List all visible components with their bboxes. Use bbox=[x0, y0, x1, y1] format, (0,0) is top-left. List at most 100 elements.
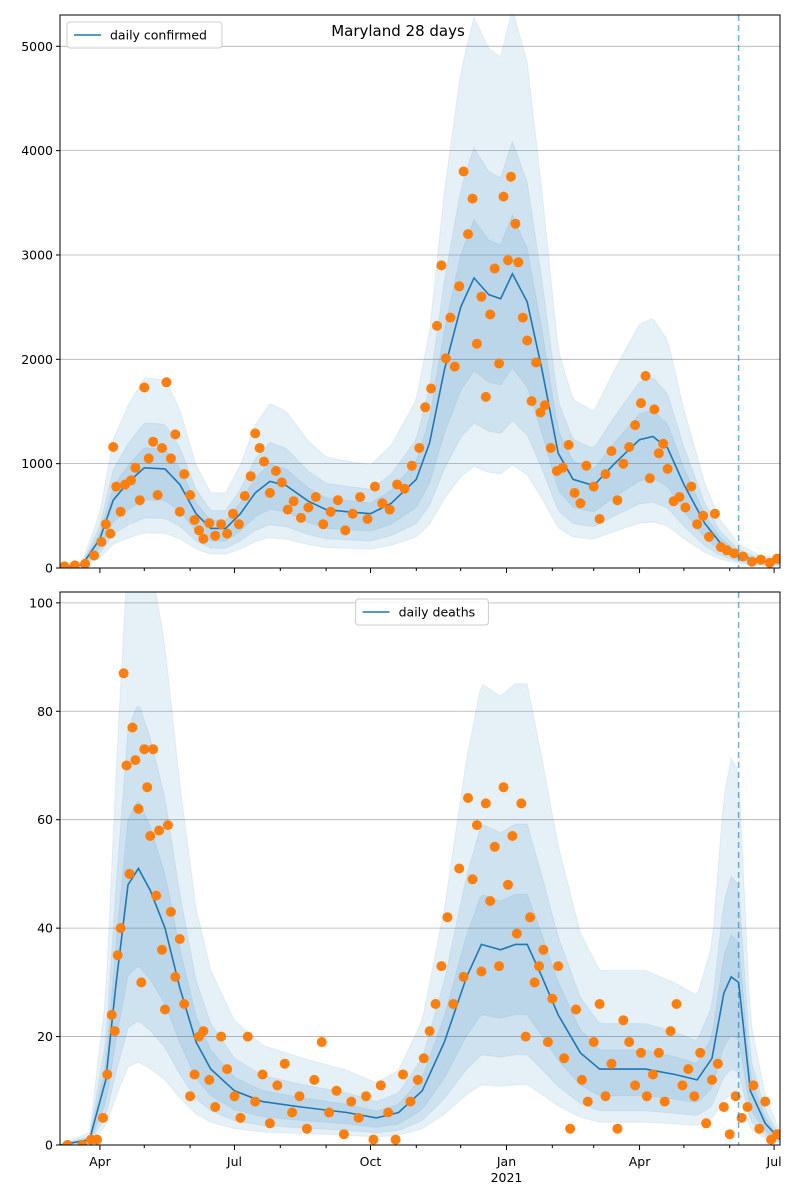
data-point bbox=[115, 923, 126, 934]
data-point bbox=[145, 831, 156, 841]
x-tick-year-label: 2021 bbox=[491, 1170, 523, 1185]
data-point bbox=[606, 1058, 617, 1069]
data-point bbox=[695, 1047, 706, 1058]
data-point bbox=[662, 463, 673, 474]
data-point bbox=[525, 912, 536, 923]
data-point bbox=[118, 668, 129, 679]
data-point bbox=[448, 999, 459, 1009]
data-point bbox=[170, 429, 181, 440]
data-point bbox=[534, 961, 544, 972]
data-point bbox=[545, 443, 556, 453]
data-point bbox=[239, 491, 250, 501]
data-point bbox=[106, 1009, 117, 1020]
plot-area bbox=[60, 592, 780, 1145]
data-point bbox=[185, 490, 196, 500]
data-point bbox=[432, 320, 442, 331]
data-point bbox=[729, 548, 740, 559]
data-point bbox=[108, 442, 119, 452]
data-point bbox=[198, 1026, 209, 1037]
data-point bbox=[738, 551, 748, 562]
data-point bbox=[485, 896, 496, 906]
data-point bbox=[436, 260, 447, 271]
data-point bbox=[130, 462, 141, 473]
data-point bbox=[612, 495, 623, 506]
data-point bbox=[454, 281, 465, 292]
y-tick-label: 40 bbox=[37, 921, 53, 936]
data-point bbox=[442, 912, 453, 923]
x-tick-label: Apr bbox=[629, 1154, 651, 1169]
data-point bbox=[712, 1058, 723, 1069]
data-point bbox=[270, 466, 281, 476]
data-point bbox=[644, 473, 655, 484]
data-point bbox=[600, 469, 611, 480]
data-point bbox=[677, 1080, 688, 1091]
data-point bbox=[316, 1037, 327, 1047]
data-point bbox=[264, 487, 275, 498]
figure-title: Maryland 28 days bbox=[331, 22, 465, 40]
data-point bbox=[581, 460, 592, 471]
data-point bbox=[242, 1031, 253, 1042]
data-point bbox=[392, 479, 403, 490]
data-point bbox=[204, 518, 215, 529]
data-point bbox=[189, 1069, 200, 1080]
data-point bbox=[618, 458, 629, 469]
data-point bbox=[325, 506, 336, 517]
data-point bbox=[503, 255, 513, 266]
data-point bbox=[665, 1026, 676, 1037]
data-point bbox=[161, 377, 172, 388]
data-point bbox=[636, 1047, 646, 1058]
data-point bbox=[746, 556, 757, 567]
data-point bbox=[471, 820, 482, 831]
x-tick-label: Oct bbox=[360, 1154, 382, 1169]
data-point bbox=[575, 498, 586, 509]
legend-label: daily confirmed bbox=[110, 28, 207, 43]
data-point bbox=[624, 1037, 635, 1047]
data-point bbox=[369, 481, 380, 492]
data-point bbox=[198, 533, 209, 544]
confirmed-panel: 0 1000 2000 3000 4000 5000 daily confirmed bbox=[21, 14, 781, 576]
data-point bbox=[228, 508, 238, 519]
data-point bbox=[361, 1091, 371, 1102]
data-point bbox=[124, 868, 135, 879]
data-point bbox=[498, 782, 509, 793]
data-point bbox=[440, 353, 451, 364]
data-point bbox=[165, 906, 176, 917]
data-point bbox=[296, 512, 306, 523]
data-point bbox=[109, 1026, 120, 1037]
data-point bbox=[517, 312, 528, 323]
data-point bbox=[538, 944, 549, 955]
data-point bbox=[136, 977, 147, 988]
data-point bbox=[216, 519, 227, 530]
data-point bbox=[692, 519, 703, 530]
data-point bbox=[133, 803, 144, 814]
data-point bbox=[375, 1080, 386, 1091]
data-point bbox=[324, 1107, 335, 1118]
data-point bbox=[157, 443, 167, 453]
data-point bbox=[489, 263, 500, 274]
data-point bbox=[689, 1091, 700, 1102]
data-point bbox=[102, 1069, 113, 1080]
data-point bbox=[458, 166, 469, 177]
data-point bbox=[384, 504, 395, 515]
data-point bbox=[571, 1004, 581, 1015]
data-point bbox=[618, 1015, 629, 1026]
data-point bbox=[653, 448, 664, 459]
data-point bbox=[467, 193, 478, 204]
data-point bbox=[126, 475, 136, 486]
data-point bbox=[707, 1074, 717, 1085]
data-point bbox=[406, 460, 417, 471]
data-point bbox=[216, 1031, 227, 1042]
data-point bbox=[162, 820, 173, 831]
data-point bbox=[148, 436, 159, 447]
y-tick-label: 5000 bbox=[21, 39, 53, 54]
data-point bbox=[526, 396, 537, 407]
data-point bbox=[338, 1129, 349, 1140]
data-point bbox=[636, 398, 646, 409]
data-point bbox=[641, 1091, 652, 1102]
data-point bbox=[569, 487, 580, 498]
axes-frame bbox=[59, 591, 781, 1146]
data-point bbox=[272, 1080, 283, 1091]
data-point bbox=[222, 528, 233, 539]
data-point bbox=[287, 1107, 298, 1118]
y-tick-label: 1000 bbox=[21, 456, 53, 471]
